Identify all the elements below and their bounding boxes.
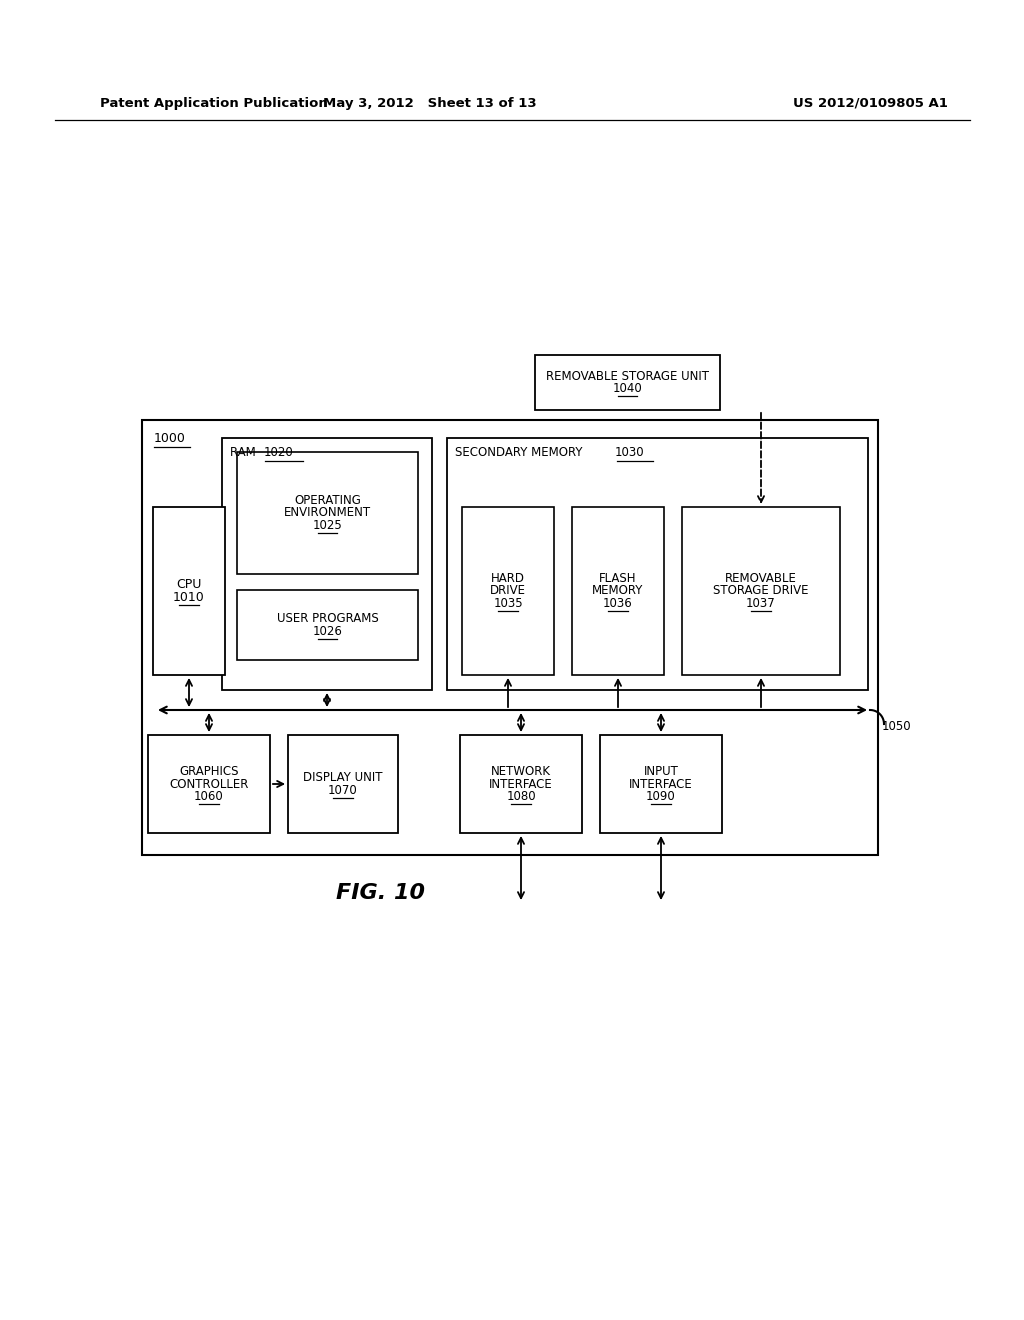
Text: CPU: CPU	[176, 578, 202, 591]
Text: FIG. 10: FIG. 10	[336, 883, 425, 903]
Bar	[682, 507, 840, 675]
Bar	[572, 507, 664, 675]
Text: 1030: 1030	[615, 446, 645, 458]
Text: May 3, 2012   Sheet 13 of 13: May 3, 2012 Sheet 13 of 13	[324, 96, 537, 110]
Text: HARD: HARD	[490, 572, 525, 585]
Bar	[460, 735, 582, 833]
Text: INPUT: INPUT	[643, 764, 679, 777]
Bar	[153, 507, 225, 675]
Bar	[447, 438, 868, 690]
Bar	[535, 355, 720, 411]
Text: REMOVABLE: REMOVABLE	[725, 572, 797, 585]
Text: NETWORK: NETWORK	[490, 764, 551, 777]
Text: 1040: 1040	[612, 383, 642, 396]
Text: INTERFACE: INTERFACE	[489, 777, 553, 791]
Text: 1000: 1000	[154, 432, 186, 445]
Text: FLASH: FLASH	[599, 572, 637, 585]
Text: REMOVABLE STORAGE UNIT: REMOVABLE STORAGE UNIT	[546, 370, 709, 383]
Text: ENVIRONMENT: ENVIRONMENT	[284, 507, 371, 520]
Text: OPERATING: OPERATING	[294, 494, 360, 507]
Bar	[222, 438, 432, 690]
Text: MEMORY: MEMORY	[592, 585, 644, 598]
Text: 1037: 1037	[746, 597, 776, 610]
Text: 1050: 1050	[882, 719, 911, 733]
Text: US 2012/0109805 A1: US 2012/0109805 A1	[793, 96, 947, 110]
Text: SECONDARY MEMORY: SECONDARY MEMORY	[455, 446, 587, 458]
Text: 1070: 1070	[328, 784, 357, 797]
Text: INTERFACE: INTERFACE	[629, 777, 693, 791]
Text: 1090: 1090	[646, 791, 676, 804]
Bar	[462, 507, 554, 675]
Text: USER PROGRAMS: USER PROGRAMS	[276, 612, 379, 626]
Text: STORAGE DRIVE: STORAGE DRIVE	[714, 585, 809, 598]
Text: 1060: 1060	[195, 791, 224, 804]
Text: 1020: 1020	[264, 446, 294, 458]
Text: 1026: 1026	[312, 624, 342, 638]
Text: CONTROLLER: CONTROLLER	[169, 777, 249, 791]
Text: 1036: 1036	[603, 597, 633, 610]
Bar	[237, 451, 418, 574]
Bar	[237, 590, 418, 660]
Text: GRAPHICS: GRAPHICS	[179, 764, 239, 777]
Text: DISPLAY UNIT: DISPLAY UNIT	[303, 771, 383, 784]
Bar	[288, 735, 398, 833]
Text: 1035: 1035	[494, 597, 523, 610]
Text: RAM: RAM	[230, 446, 259, 458]
Bar	[142, 420, 878, 855]
Text: Patent Application Publication: Patent Application Publication	[100, 96, 328, 110]
Text: 1010: 1010	[173, 591, 205, 605]
Bar	[600, 735, 722, 833]
Text: DRIVE: DRIVE	[490, 585, 526, 598]
Text: 1080: 1080	[506, 791, 536, 804]
Bar	[148, 735, 270, 833]
Text: 1025: 1025	[312, 519, 342, 532]
